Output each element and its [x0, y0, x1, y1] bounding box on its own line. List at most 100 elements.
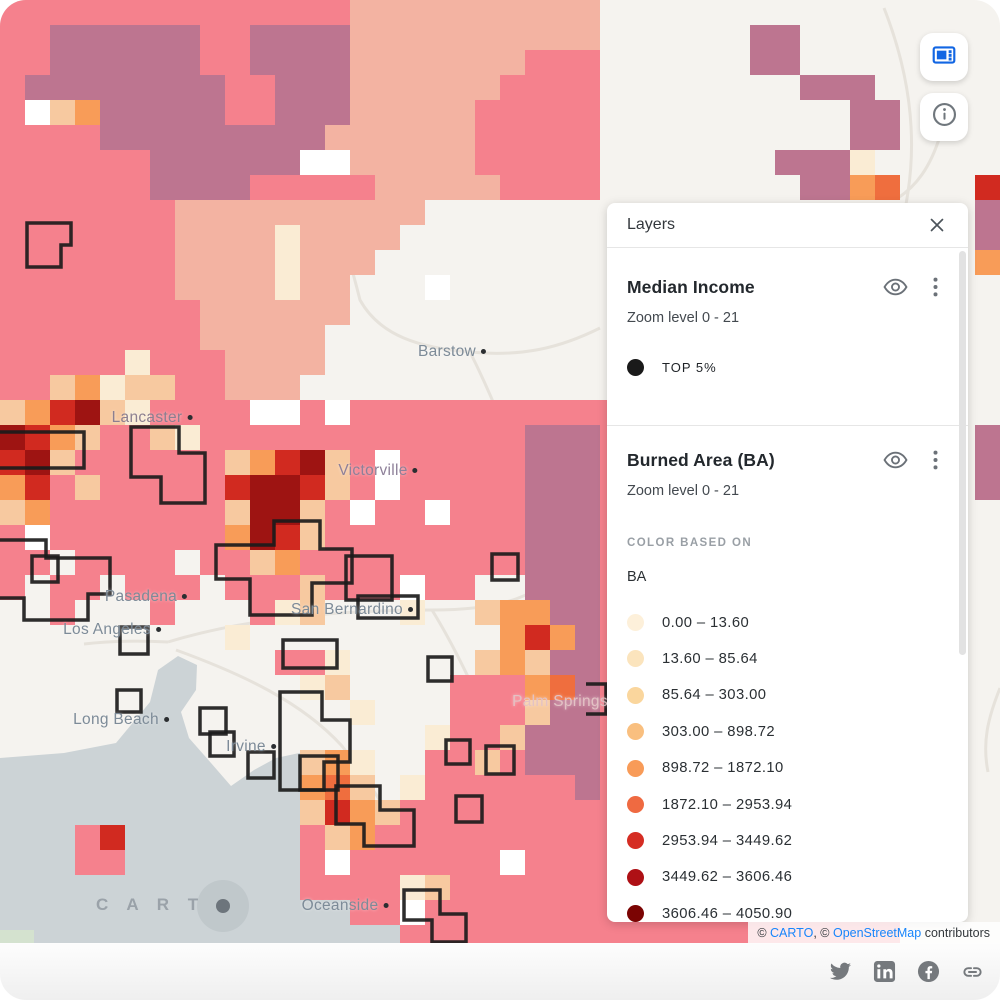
legend-row: 3606.46 – 4050.90: [627, 896, 948, 922]
map-cell: [100, 325, 125, 350]
map-cell: [350, 750, 375, 775]
map-cell: [550, 500, 575, 525]
map-cell: [500, 700, 525, 725]
map-cell: [525, 625, 550, 650]
layers-panel-toggle-button[interactable]: [920, 33, 968, 81]
map-cell: [150, 125, 175, 150]
close-icon[interactable]: [926, 214, 948, 236]
layer-name: Burned Area (BA): [627, 449, 775, 470]
map-cell: [350, 800, 375, 825]
layer-options-kebab-icon[interactable]: [922, 275, 948, 299]
map-cell: [550, 750, 575, 775]
map-cell: [200, 75, 225, 100]
map-cell: [275, 425, 300, 450]
map-cell: [875, 100, 900, 125]
map-cell: [100, 375, 125, 400]
map-cell: [150, 25, 175, 50]
map-cell: [125, 50, 150, 75]
map-cell: [300, 775, 325, 800]
map-cell: [200, 300, 225, 325]
map-cell: [0, 525, 25, 550]
map-cell: [425, 475, 450, 500]
map-cell: [50, 0, 75, 25]
map-cell: [75, 125, 100, 150]
layer-section-burned-area: Burned Area (BA) Zoom level 0 - 21 COLOR…: [607, 448, 968, 922]
map-cell: [450, 475, 475, 500]
layers-panel-title: Layers: [627, 216, 676, 233]
map-cell: [500, 75, 525, 100]
map-cell: [300, 350, 325, 375]
visibility-eye-icon[interactable]: [882, 448, 908, 472]
map-cell: [375, 225, 400, 250]
map-cell: [250, 475, 275, 500]
map-cell: [50, 275, 75, 300]
map-cell: [100, 550, 125, 575]
map-cell: [550, 725, 575, 750]
map-cell: [775, 150, 800, 175]
map-cell: [100, 200, 125, 225]
map-cell: [550, 50, 575, 75]
map-cell: [150, 100, 175, 125]
burned-area-outline: [0, 430, 86, 470]
map-cell: [50, 125, 75, 150]
map-cell: [300, 425, 325, 450]
map-cell: [575, 400, 600, 425]
twitter-icon[interactable]: [829, 960, 852, 983]
map-cell: [250, 600, 275, 625]
map-cell: [550, 400, 575, 425]
burned-area-outline: [454, 794, 484, 824]
osm-attribution-link[interactable]: OpenStreetMap: [832, 925, 922, 940]
map-cell: [50, 75, 75, 100]
map-cell: [525, 400, 550, 425]
map-cell: [200, 275, 225, 300]
panel-scrollbar[interactable]: [959, 251, 966, 655]
map-cell: [375, 125, 400, 150]
map-cell: [125, 550, 150, 575]
map-cell: [125, 475, 150, 500]
map-cell: [750, 25, 775, 50]
visibility-eye-icon[interactable]: [882, 275, 908, 299]
map-cell: [75, 200, 100, 225]
map-cell: [550, 475, 575, 500]
map-cell: [325, 175, 350, 200]
layers-panel-icon: [931, 42, 957, 73]
facebook-icon[interactable]: [917, 960, 940, 983]
linkedin-icon[interactable]: [873, 960, 896, 983]
info-button[interactable]: [920, 93, 968, 141]
map-cell: [350, 175, 375, 200]
map-cell: [550, 650, 575, 675]
burned-area-outline: [484, 744, 516, 776]
carto-watermark[interactable]: C A R T: [96, 878, 250, 932]
map-cell: [375, 150, 400, 175]
map-cell: [425, 175, 450, 200]
map-cell: [250, 275, 275, 300]
map-cell: [450, 675, 475, 700]
map-cell: [350, 400, 375, 425]
map-cell: [275, 125, 300, 150]
map-cell: [500, 150, 525, 175]
map-cell: [850, 75, 875, 100]
map-cell: [75, 75, 100, 100]
map-cell: [450, 525, 475, 550]
map-cell: [300, 0, 325, 25]
burned-area-outline: [444, 738, 472, 766]
map-cell: [275, 450, 300, 475]
map-cell: [525, 550, 550, 575]
map-cell: [275, 375, 300, 400]
map-cell: [200, 125, 225, 150]
carto-attribution-link[interactable]: CARTO: [770, 925, 814, 940]
map-cell: [125, 0, 150, 25]
layer-options-kebab-icon[interactable]: [922, 448, 948, 472]
map-cell: [525, 50, 550, 75]
share-link-icon[interactable]: [961, 960, 984, 983]
map-cell: [175, 150, 200, 175]
legend-color-swatch: [627, 686, 644, 704]
map-cell: [575, 75, 600, 100]
map-cell: [125, 400, 150, 425]
map-cell: [400, 125, 425, 150]
map-cell: [225, 250, 250, 275]
map-cell: [175, 575, 200, 600]
map-cell: [350, 125, 375, 150]
map-cell: [475, 50, 500, 75]
legend-row: 0.00 – 13.60: [627, 604, 948, 640]
